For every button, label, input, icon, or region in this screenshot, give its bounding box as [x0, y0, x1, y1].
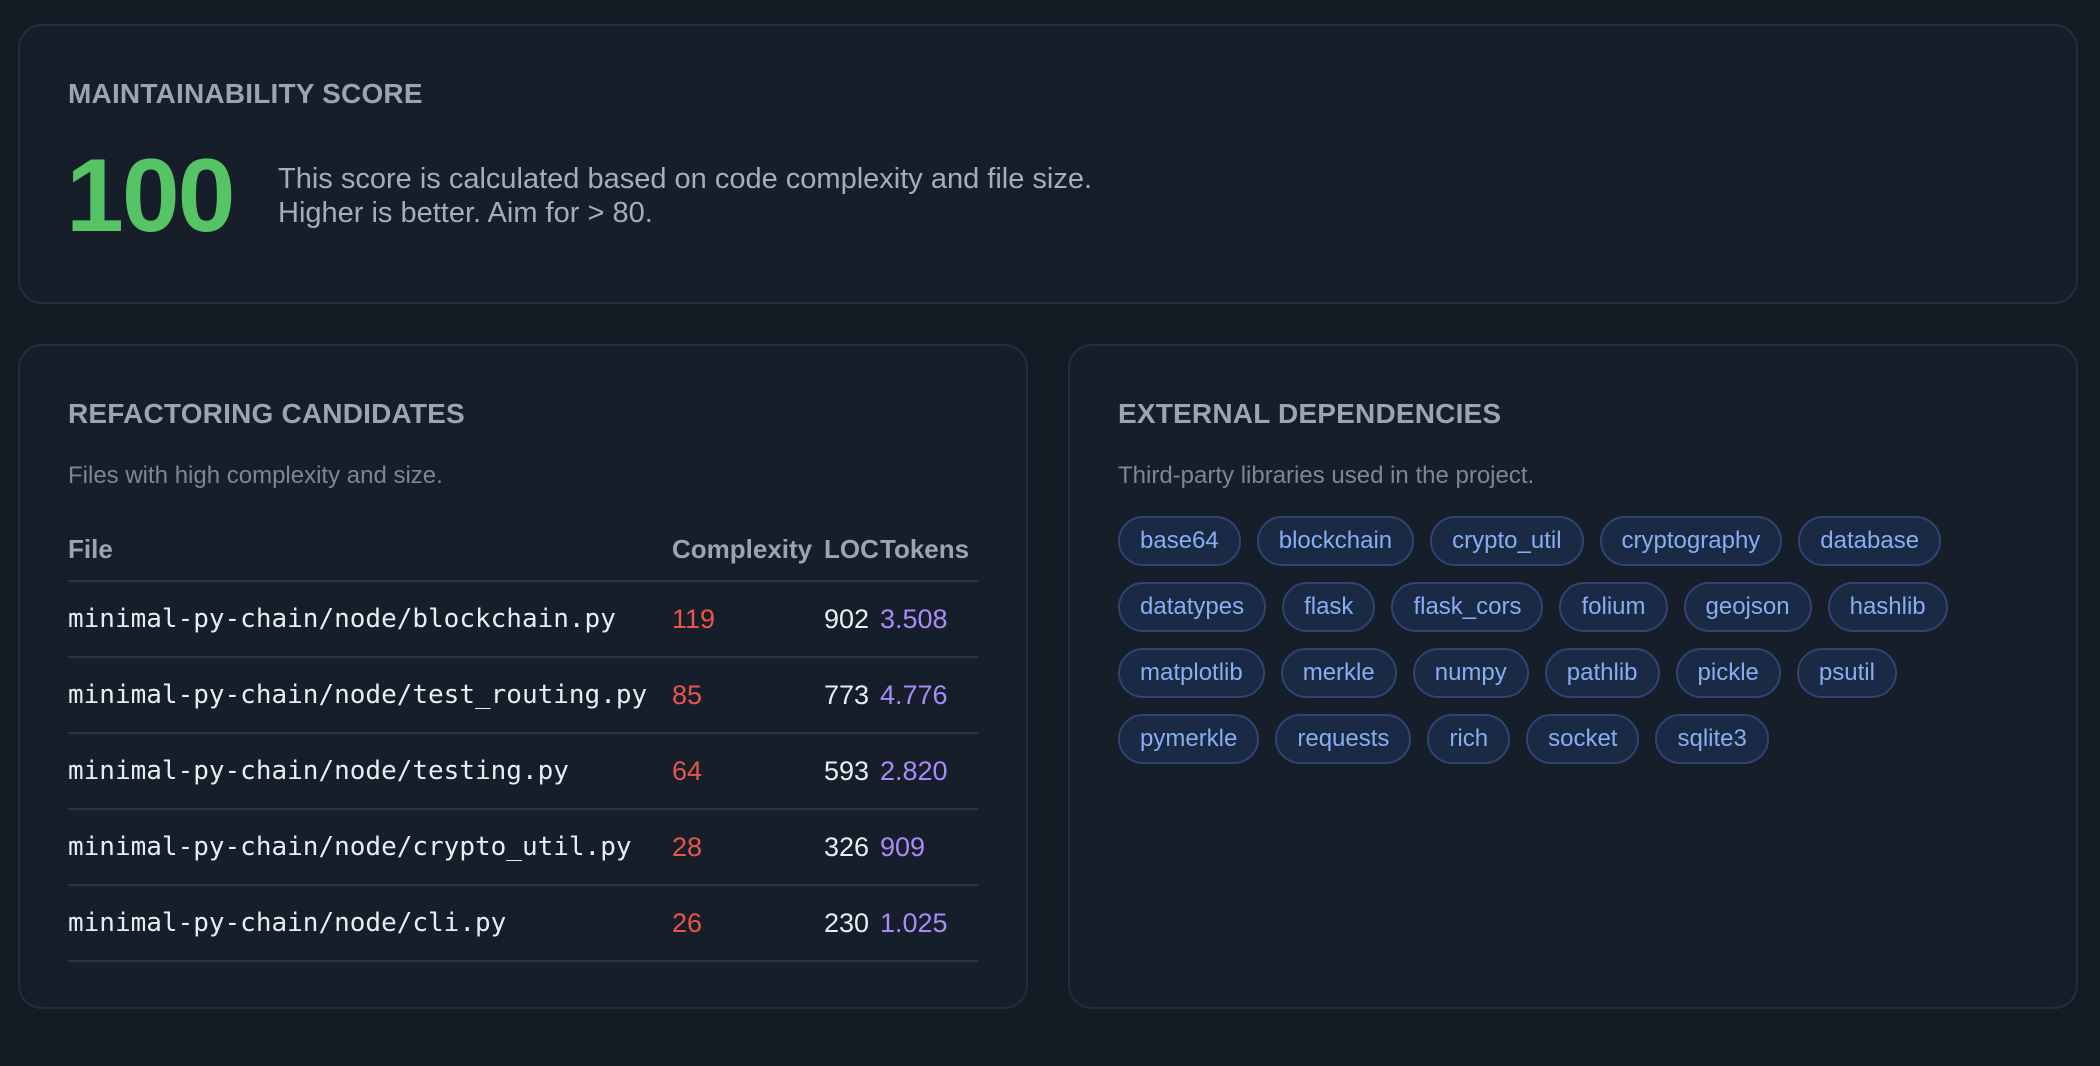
complexity-value: 119: [672, 604, 716, 634]
description-line-2: Higher is better. Aim for > 80.: [278, 197, 653, 229]
dependency-chip[interactable]: hashlib: [1827, 582, 1948, 632]
dependency-chip[interactable]: matplotlib: [1118, 648, 1265, 698]
dependency-chip[interactable]: numpy: [1412, 648, 1529, 698]
loc-value: 773: [824, 680, 870, 710]
description-line-1: This score is calculated based on code c…: [278, 163, 1093, 195]
column-header-complexity[interactable]: Complexity: [672, 534, 813, 564]
refactoring-card: REFACTORING CANDIDATES Files with high c…: [18, 344, 1028, 1009]
loc-value: 902: [824, 604, 870, 634]
file-path: minimal-py-chain/node/testing.py: [68, 756, 569, 786]
file-path: minimal-py-chain/node/blockchain.py: [68, 604, 616, 634]
dependency-chip[interactable]: datatypes: [1118, 582, 1267, 632]
dependency-chip[interactable]: requests: [1275, 714, 1412, 764]
table-header: File Complexity LOC Tokens: [68, 522, 978, 582]
dependency-chip[interactable]: sqlite3: [1655, 714, 1769, 764]
dependency-chip[interactable]: database: [1798, 516, 1942, 566]
tokens-value: 4.776: [880, 680, 948, 710]
dependencies-title: EXTERNAL DEPENDENCIES: [1118, 398, 1502, 429]
dependency-chip[interactable]: base64: [1118, 516, 1241, 566]
complexity-value: 28: [672, 832, 703, 862]
maintainability-card: MAINTAINABILITY SCORE 100 This score is …: [18, 24, 2078, 304]
table-row[interactable]: minimal-py-chain/node/crypto_util.py 28 …: [68, 810, 978, 886]
dependency-chip[interactable]: cryptography: [1599, 516, 1783, 566]
dependency-chip[interactable]: merkle: [1280, 648, 1397, 698]
dependency-chip[interactable]: crypto_util: [1430, 516, 1584, 566]
dependency-chip[interactable]: flask: [1282, 582, 1376, 632]
tokens-value: 3.508: [880, 604, 948, 634]
maintainability-title: MAINTAINABILITY SCORE: [68, 78, 423, 109]
tokens-value: 1.025: [880, 908, 948, 938]
tokens-value: 909: [880, 832, 926, 862]
dependencies-subtitle: Third-party libraries used in the projec…: [1118, 462, 1535, 489]
complexity-value: 85: [672, 680, 703, 710]
complexity-value: 26: [672, 908, 703, 938]
table-row[interactable]: minimal-py-chain/node/blockchain.py 119 …: [68, 582, 978, 658]
maintainability-score: 100: [66, 138, 236, 254]
dependency-chip[interactable]: psutil: [1796, 648, 1897, 698]
dependency-chip[interactable]: pymerkle: [1118, 714, 1260, 764]
table-row[interactable]: minimal-py-chain/node/testing.py 64 593 …: [68, 734, 978, 810]
loc-value: 230: [824, 908, 870, 938]
dependencies-card: EXTERNAL DEPENDENCIES Third-party librar…: [1068, 344, 2078, 1009]
column-header-file[interactable]: File: [68, 534, 113, 564]
table-row[interactable]: minimal-py-chain/node/cli.py 26 230 1.02…: [68, 886, 978, 962]
dependency-chip[interactable]: socket: [1526, 714, 1640, 764]
file-path: minimal-py-chain/node/crypto_util.py: [68, 832, 632, 862]
loc-value: 593: [824, 756, 870, 786]
refactoring-subtitle: Files with high complexity and size.: [68, 462, 443, 489]
refactoring-title: REFACTORING CANDIDATES: [68, 398, 465, 429]
dependency-chip[interactable]: folium: [1559, 582, 1668, 632]
refactoring-table: File Complexity LOC Tokens minimal-py-ch…: [68, 522, 978, 962]
dependency-chip[interactable]: geojson: [1683, 582, 1812, 632]
tokens-value: 2.820: [880, 756, 948, 786]
maintainability-description: This score is calculated based on code c…: [278, 162, 1092, 230]
dependency-chip[interactable]: flask_cors: [1391, 582, 1544, 632]
column-header-tokens[interactable]: Tokens: [880, 534, 970, 564]
dependency-chip-list: base64 blockchain crypto_util cryptograp…: [1118, 516, 2018, 764]
column-header-loc[interactable]: LOC: [824, 534, 879, 564]
complexity-value: 64: [672, 756, 703, 786]
loc-value: 326: [824, 832, 870, 862]
file-path: minimal-py-chain/node/cli.py: [68, 908, 507, 938]
dependency-chip[interactable]: pathlib: [1544, 648, 1660, 698]
dependency-chip[interactable]: pickle: [1675, 648, 1781, 698]
table-row[interactable]: minimal-py-chain/node/test_routing.py 85…: [68, 658, 978, 734]
dependency-chip[interactable]: rich: [1427, 714, 1511, 764]
file-path: minimal-py-chain/node/test_routing.py: [68, 680, 648, 710]
dependency-chip[interactable]: blockchain: [1256, 516, 1415, 566]
